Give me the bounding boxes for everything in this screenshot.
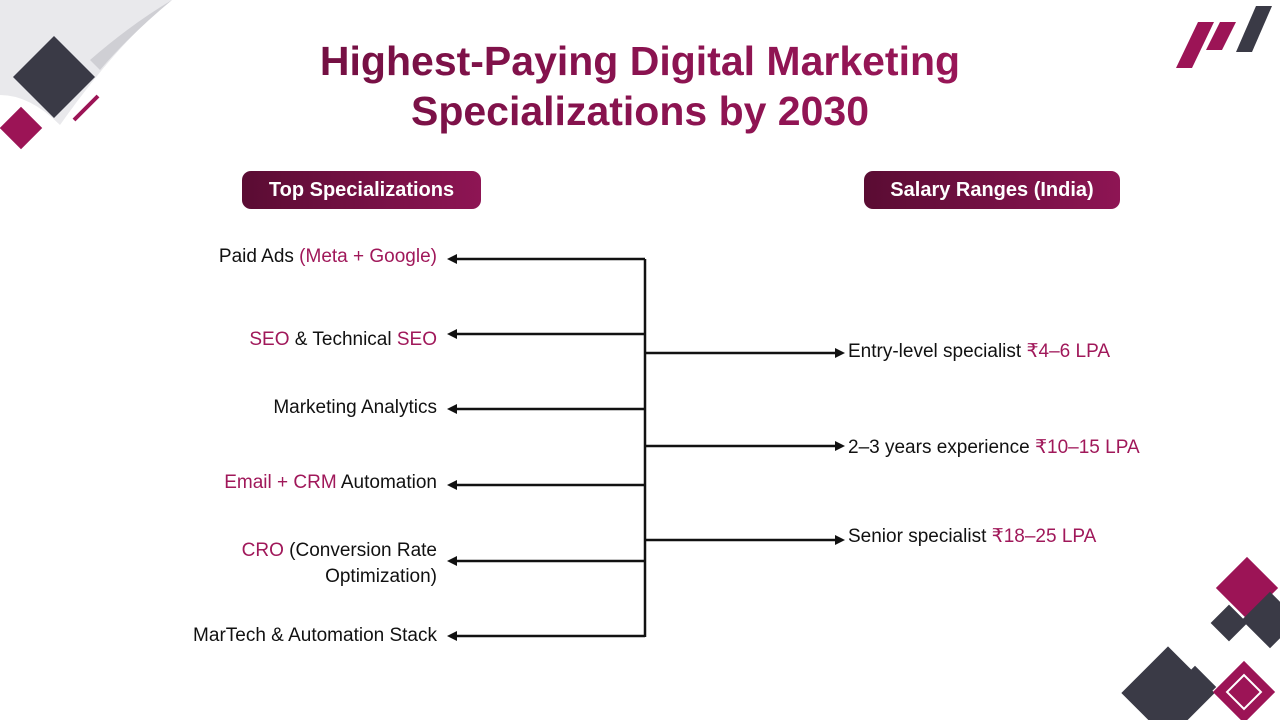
- spec-paid-ads: Paid Ads (Meta + Google): [218, 246, 437, 267]
- diamond-dark-br4: [1173, 665, 1217, 709]
- diamond-dark-br1: [1210, 604, 1248, 642]
- salary-senior: Senior specialist ₹18–25 LPA: [848, 526, 1097, 547]
- top-specializations-pill: Top Specializations: [242, 171, 481, 209]
- spec-martech: MarTech & Automation Stack: [193, 625, 437, 646]
- salary-entry-level: Entry-level specialist ₹4–6 LPA: [848, 341, 1111, 362]
- spec-seo: SEO & Technical SEO: [249, 329, 437, 350]
- diamond-dark-topleft: [12, 35, 96, 119]
- spec-cro: CRO (Conversion Rate Optimization): [241, 540, 437, 587]
- salary-ranges-pill: Salary Ranges (India): [864, 171, 1120, 209]
- spec-email-crm: Email + CRM Automation: [224, 472, 437, 493]
- diamond-accent-br2: [1212, 660, 1276, 720]
- spec-marketing-analytics: Marketing Analytics: [273, 397, 437, 418]
- diamond-dark-br2: [1241, 591, 1280, 649]
- accent-line-topleft: [72, 94, 100, 122]
- salary-2-3-years: 2–3 years experience ₹10–15 LPA: [848, 437, 1140, 458]
- diamond-outline-br: [1225, 673, 1263, 711]
- logo-icon: [1176, 6, 1272, 68]
